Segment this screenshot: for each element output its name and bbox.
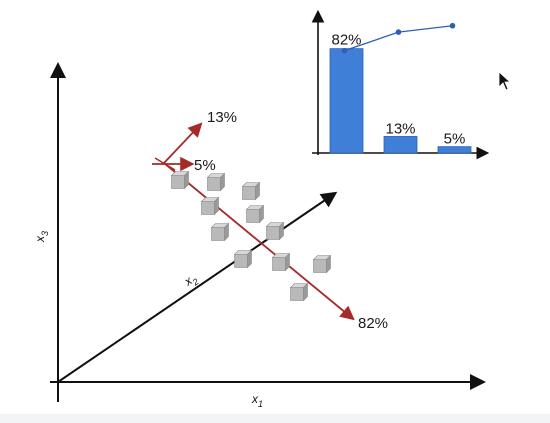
bottom-strip [0,414,550,423]
bar [384,136,417,153]
x3-axis-label: x3 [33,231,50,243]
pc2-label: 13% [207,109,237,126]
bar-data-label: 5% [444,131,466,148]
data-point-cube [247,206,264,223]
bar [330,49,363,153]
pc1-label: 82% [358,315,388,332]
data-point-cube [314,256,331,273]
data-point-cube [243,183,260,200]
data-point-cube [202,198,219,215]
cumulative-point [450,23,456,29]
data-point-cube [172,172,189,189]
cumulative-point [342,48,348,54]
mouse-cursor-icon [499,72,510,90]
data-point-cube [291,284,308,301]
x1-axis-label: x1 [251,392,263,409]
bar-data-label: 82% [331,32,361,49]
data-point-cube [273,254,290,271]
data-point-cube [235,251,252,268]
inset-chart: 82% 13% 5% [312,13,486,155]
cumulative-point [396,29,402,35]
data-point-cube [212,224,229,241]
data-point-cube [208,174,225,191]
pc3-label: 5% [194,157,216,174]
x2-axis-label: x2 [181,271,201,292]
data-point-cube [267,223,284,240]
bar-data-label: 13% [385,120,415,137]
